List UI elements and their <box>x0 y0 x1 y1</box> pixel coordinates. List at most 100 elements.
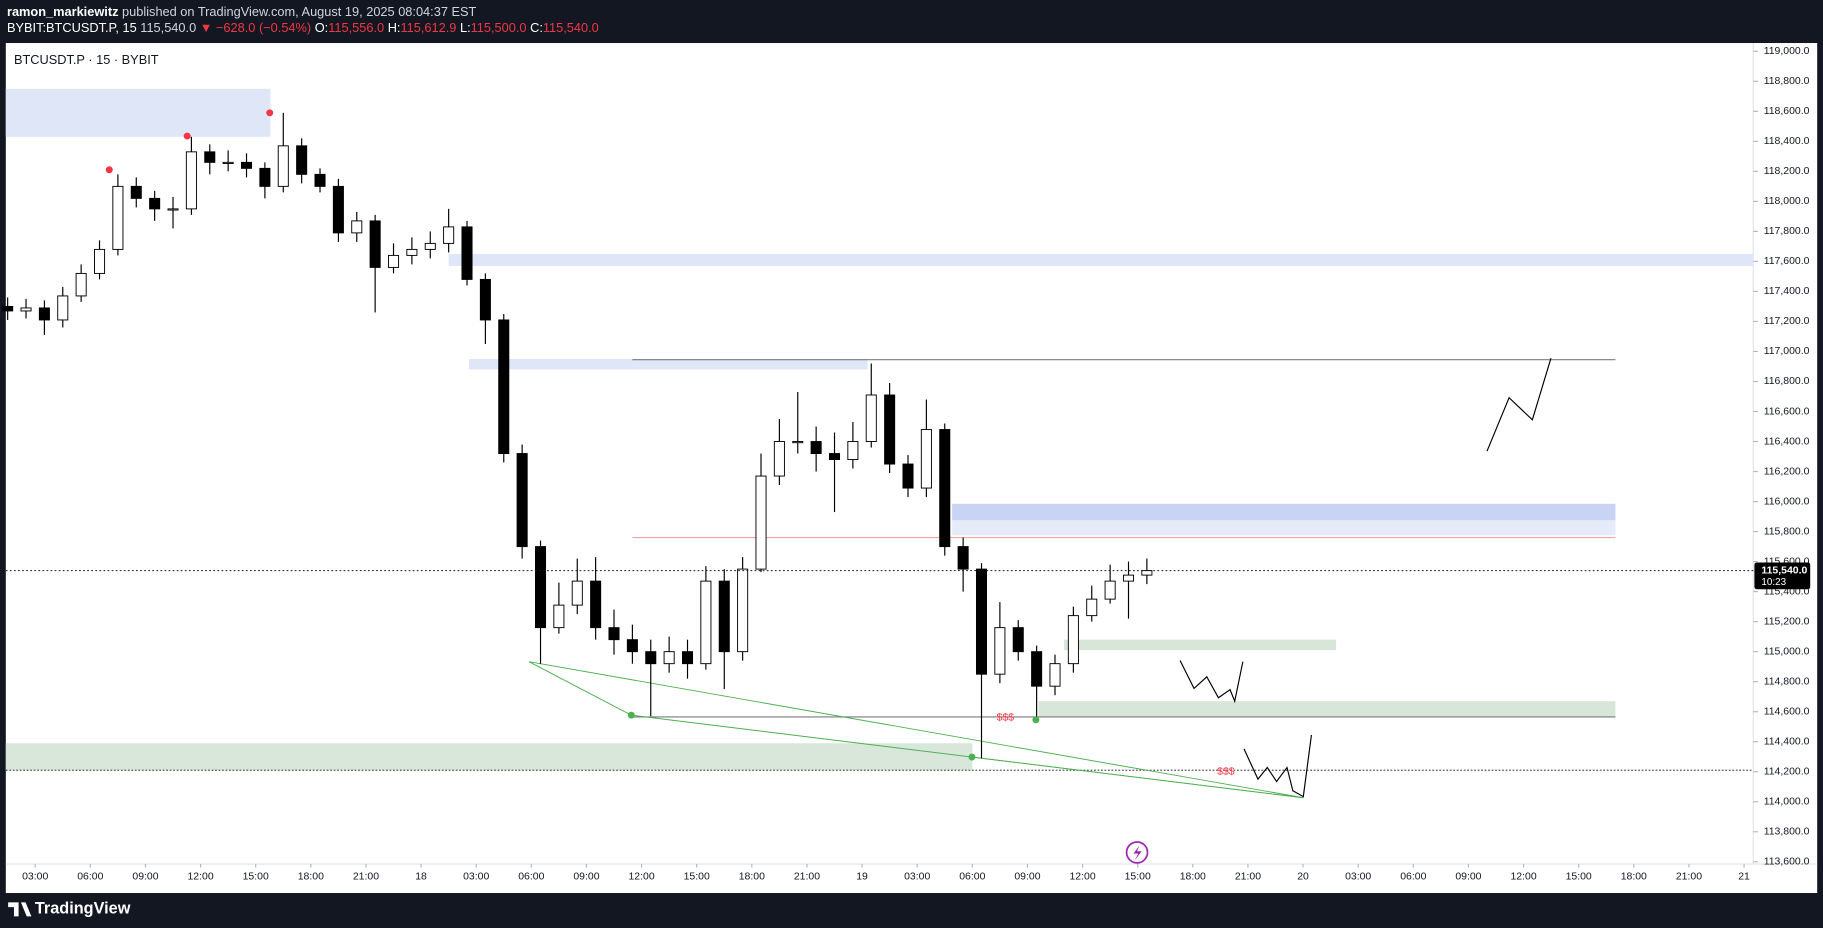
o-value: 115,556.0 <box>328 20 384 35</box>
candle-body <box>1031 651 1043 687</box>
y-tick-label: 119,000.0 <box>1764 46 1810 57</box>
x-tick-label: 06:00 <box>77 872 103 883</box>
y-tick-label: 114,800.0 <box>1764 676 1810 687</box>
c-value: 115,540.0 <box>543 20 599 35</box>
y-tick-label: 115,400.0 <box>1764 586 1810 597</box>
zone <box>5 88 271 137</box>
y-tick-label: 117,600.0 <box>1764 256 1810 267</box>
high-marker <box>266 109 274 117</box>
y-tick-label: 113,600.0 <box>1764 857 1810 868</box>
y-tick-label: 116,600.0 <box>1764 406 1810 417</box>
change: ▼ −628.0 (−0.54%) <box>200 20 311 35</box>
x-tick-label: 09:00 <box>132 872 158 883</box>
x-tick-label: 06:00 <box>1400 872 1426 883</box>
candle-body <box>57 295 69 321</box>
candle-body <box>626 639 638 653</box>
y-tick-label: 116,000.0 <box>1764 496 1810 507</box>
x-tick-label: 18:00 <box>1621 872 1647 883</box>
candle-body <box>645 651 657 665</box>
candle-body <box>185 151 197 210</box>
brand: TradingView <box>35 900 131 918</box>
candle-body <box>590 580 602 629</box>
candle-body <box>424 242 436 250</box>
candle-body <box>259 167 271 187</box>
candle-body <box>1122 574 1135 582</box>
o: O: <box>315 20 328 35</box>
x-tick-label: 21:00 <box>1235 872 1261 883</box>
y-tick-label: 118,200.0 <box>1764 166 1810 177</box>
y-tick-label: 115,000.0 <box>1764 646 1810 657</box>
pivot-markers <box>105 109 1040 761</box>
zigzag <box>1486 358 1552 452</box>
levels <box>5 359 1754 771</box>
candle-body <box>204 151 216 163</box>
y-tick-label: 116,200.0 <box>1764 466 1810 477</box>
candle-body <box>571 580 583 606</box>
candle-body <box>920 429 932 489</box>
y-tick-label: 114,400.0 <box>1764 736 1810 747</box>
x-tick-label: 09:00 <box>573 872 599 883</box>
y-tick-label: 118,800.0 <box>1764 76 1810 87</box>
x-tick-label: 12:00 <box>1510 872 1536 883</box>
x-tick-label: 15:00 <box>1566 872 1592 883</box>
candle-body <box>737 568 749 653</box>
price: 115,540.0 <box>140 20 196 35</box>
x-tick-label: 21 <box>1738 872 1750 883</box>
candle-body <box>1141 570 1153 576</box>
candle-body <box>865 394 877 442</box>
candle-body <box>479 278 491 321</box>
y-tick-label: 118,400.0 <box>1764 136 1810 147</box>
candle-body <box>369 220 381 268</box>
y-tick-label: 115,200.0 <box>1764 616 1810 627</box>
candle-body <box>112 185 124 250</box>
candle-body <box>1012 627 1024 653</box>
candle-body <box>314 173 326 187</box>
l: L: <box>460 20 471 35</box>
candle-body <box>663 651 675 665</box>
x-tick-label: 20 <box>1297 872 1309 883</box>
symbol: BYBIT:BTCUSDT.P, 15 <box>7 20 137 35</box>
low-marker <box>627 711 635 719</box>
h: H: <box>388 20 401 35</box>
candle-body <box>167 208 179 211</box>
candle-body <box>498 319 510 454</box>
candle-body <box>1067 615 1079 665</box>
x-tick-label: 12:00 <box>1069 872 1095 883</box>
candle-body <box>957 546 969 570</box>
candle-body <box>681 651 694 665</box>
x-tick-label: 18:00 <box>739 872 765 883</box>
candle-body <box>902 463 914 489</box>
x-tick-label: 06:00 <box>518 872 544 883</box>
annotation: $$$ <box>1217 766 1235 777</box>
published: published on TradingView.com, August 19,… <box>122 4 476 19</box>
trend-line <box>971 756 1304 799</box>
x-tick-label: 21:00 <box>1676 872 1702 883</box>
candle-body <box>222 161 234 164</box>
x-tick-label: 03:00 <box>1345 872 1371 883</box>
annotation: $$$ <box>997 712 1015 723</box>
y-tick-label: 114,000.0 <box>1764 797 1810 808</box>
candle-body <box>2 305 14 312</box>
lightning-icon[interactable] <box>1125 841 1149 864</box>
y-tick-label: 113,800.0 <box>1764 827 1810 838</box>
candle-body <box>241 161 253 169</box>
x-tick-label: 03:00 <box>22 872 48 883</box>
footer <box>0 893 1823 928</box>
y-tick-label: 117,800.0 <box>1764 226 1810 237</box>
candle-body <box>975 568 988 675</box>
candle-body <box>828 453 841 461</box>
x-tick-label: 15:00 <box>243 872 269 883</box>
candle-body <box>38 307 50 321</box>
y-tick-label: 115,600.0 <box>1764 556 1810 567</box>
y-tick-label: 117,200.0 <box>1764 316 1810 327</box>
x-tick-label: 12:00 <box>188 872 214 883</box>
zone <box>5 743 973 771</box>
low-marker <box>968 753 976 761</box>
x-tick-label: 21:00 <box>794 872 820 883</box>
candle-body <box>755 475 767 570</box>
candle-body <box>351 220 363 234</box>
last-price-label: 115,540.0 <box>1761 565 1807 576</box>
x-tick-label: 21:00 <box>353 872 379 883</box>
low-marker <box>1032 716 1040 724</box>
x-tick-label: 03:00 <box>904 872 930 883</box>
